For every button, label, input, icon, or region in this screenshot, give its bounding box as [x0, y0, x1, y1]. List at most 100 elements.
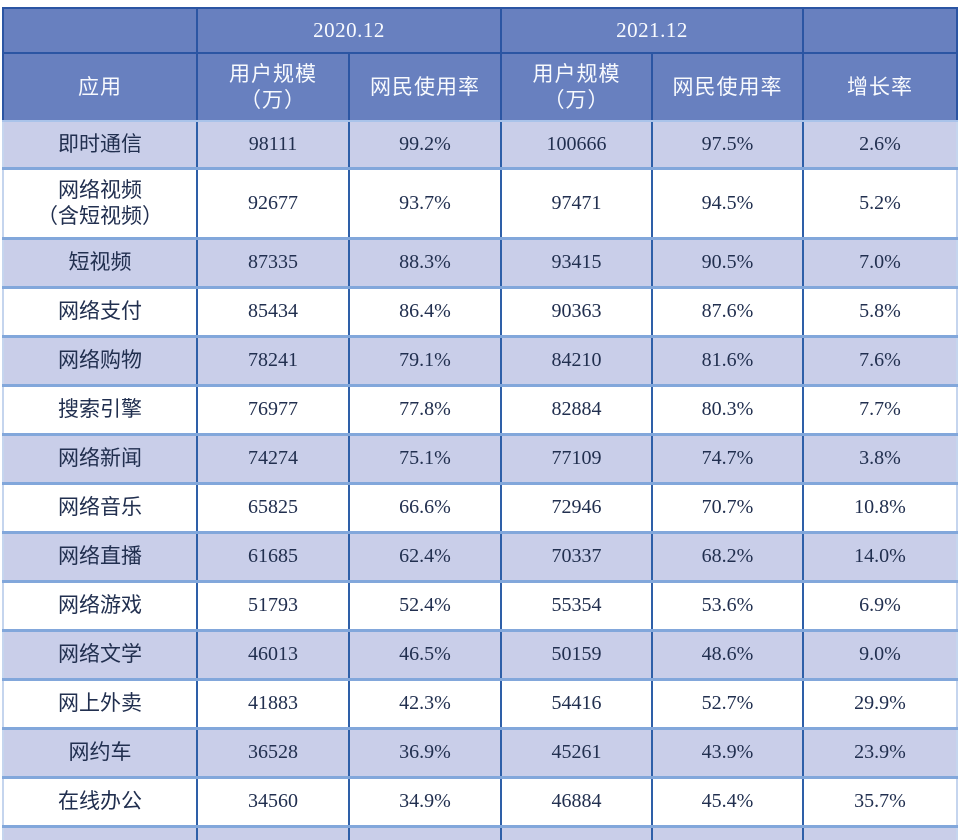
- app-name-cell: 网络购物: [2, 334, 198, 385]
- table-row: 网络文学 46013 46.5% 50159 48.6% 9.0%: [2, 628, 958, 679]
- growth-rate-cell: 7.0%: [802, 236, 958, 287]
- users-2020-cell: 76977: [196, 383, 350, 434]
- app-name-cell: 网上外卖: [2, 677, 198, 728]
- growth-rate-cell: 7.7%: [802, 383, 958, 434]
- table-row: 网络视频 （含短视频） 92677 93.7% 97471 94.5% 5.2%: [2, 166, 958, 238]
- table-row: 网上外卖 41883 42.3% 54416 52.7% 29.9%: [2, 677, 958, 728]
- rate-2020-cell: 46.5%: [348, 628, 502, 679]
- rate-2020-cell: 36.9%: [348, 726, 502, 777]
- app-name-cell: 网约车: [2, 726, 198, 777]
- corner-cell-right: [802, 7, 958, 54]
- users-2021-cell: 55354: [500, 579, 653, 630]
- users-2021-cell: 50159: [500, 628, 653, 679]
- growth-rate-cell: 35.7%: [802, 775, 958, 826]
- table-body: 即时通信 98111 99.2% 100666 97.5% 2.6% 网络视频 …: [2, 120, 958, 840]
- users-2021-cell: 45261: [500, 726, 653, 777]
- growth-rate-cell: 9.0%: [802, 628, 958, 679]
- growth-rate-cell: 5.2%: [802, 166, 958, 238]
- column-header-row: 应用 用户规模 （万） 网民使用率 用户规模 （万） 网民使用率 增长率: [2, 53, 958, 122]
- app-name-cell: 即时通信: [2, 120, 198, 168]
- growth-rate-cell: 3.8%: [802, 432, 958, 483]
- growth-rate-cell: [802, 824, 958, 840]
- app-name-cell: 网络游戏: [2, 579, 198, 630]
- users-2020-cell: 51793: [196, 579, 350, 630]
- rate-2020-cell: 66.6%: [348, 481, 502, 532]
- users-2020-cell: 92677: [196, 166, 350, 238]
- table-row: 短视频 87335 88.3% 93415 90.5% 7.0%: [2, 236, 958, 287]
- users-2020-cell: 34560: [196, 775, 350, 826]
- app-name-cell: 在线办公: [2, 775, 198, 826]
- table-row: 网络新闻 74274 75.1% 77109 74.7% 3.8%: [2, 432, 958, 483]
- users-2021-cell: [500, 824, 653, 840]
- rate-2020-cell: 75.1%: [348, 432, 502, 483]
- rate-2021-cell: 80.3%: [651, 383, 804, 434]
- users-2020-cell: 87335: [196, 236, 350, 287]
- rate-2020-cell: 86.4%: [348, 285, 502, 336]
- table-header: 2020.12 2021.12 应用 用户规模 （万） 网民使用率 用户规模 （…: [2, 7, 958, 122]
- users-2021-cell: 77109: [500, 432, 653, 483]
- table-row: 即时通信 98111 99.2% 100666 97.5% 2.6%: [2, 120, 958, 168]
- rate-2020-cell: 99.2%: [348, 120, 502, 168]
- rate-2020-cell: 52.4%: [348, 579, 502, 630]
- table-row-partial: [2, 824, 958, 840]
- header-user-scale-2020: 用户规模 （万）: [196, 53, 350, 122]
- period-header-row: 2020.12 2021.12: [2, 7, 958, 54]
- rate-2020-cell: 93.7%: [348, 166, 502, 238]
- table-row: 在线办公 34560 34.9% 46884 45.4% 35.7%: [2, 775, 958, 826]
- rate-2020-cell: 42.3%: [348, 677, 502, 728]
- growth-rate-cell: 10.8%: [802, 481, 958, 532]
- app-name-cell: [2, 824, 198, 840]
- users-2020-cell: 46013: [196, 628, 350, 679]
- app-name-cell: 网络新闻: [2, 432, 198, 483]
- growth-rate-cell: 5.8%: [802, 285, 958, 336]
- rate-2021-cell: 52.7%: [651, 677, 804, 728]
- growth-rate-cell: 29.9%: [802, 677, 958, 728]
- users-2021-cell: 90363: [500, 285, 653, 336]
- growth-rate-cell: 6.9%: [802, 579, 958, 630]
- table-row: 网约车 36528 36.9% 45261 43.9% 23.9%: [2, 726, 958, 777]
- header-user-scale-2021: 用户规模 （万）: [500, 53, 653, 122]
- users-2020-cell: 74274: [196, 432, 350, 483]
- rate-2020-cell: 88.3%: [348, 236, 502, 287]
- rate-2021-cell: 70.7%: [651, 481, 804, 532]
- rate-2020-cell: 77.8%: [348, 383, 502, 434]
- users-2021-cell: 72946: [500, 481, 653, 532]
- rate-2021-cell: [651, 824, 804, 840]
- users-2020-cell: [196, 824, 350, 840]
- users-2021-cell: 84210: [500, 334, 653, 385]
- growth-rate-cell: 14.0%: [802, 530, 958, 581]
- rate-2021-cell: 48.6%: [651, 628, 804, 679]
- growth-rate-cell: 23.9%: [802, 726, 958, 777]
- rate-2021-cell: 43.9%: [651, 726, 804, 777]
- users-2021-cell: 100666: [500, 120, 653, 168]
- rate-2021-cell: 45.4%: [651, 775, 804, 826]
- users-2021-cell: 93415: [500, 236, 653, 287]
- rate-2021-cell: 87.6%: [651, 285, 804, 336]
- users-2020-cell: 61685: [196, 530, 350, 581]
- app-name-cell: 网络音乐: [2, 481, 198, 532]
- internet-apps-usage-table: 2020.12 2021.12 应用 用户规模 （万） 网民使用率 用户规模 （…: [2, 7, 958, 840]
- colgroup-2020-label: 2020.12: [196, 7, 502, 54]
- rate-2021-cell: 68.2%: [651, 530, 804, 581]
- users-2020-cell: 78241: [196, 334, 350, 385]
- app-name-cell: 搜索引擎: [2, 383, 198, 434]
- rate-2020-cell: 62.4%: [348, 530, 502, 581]
- rate-2020-cell: 79.1%: [348, 334, 502, 385]
- header-usage-rate-2021: 网民使用率: [651, 53, 804, 122]
- users-2020-cell: 36528: [196, 726, 350, 777]
- rate-2021-cell: 94.5%: [651, 166, 804, 238]
- app-name-cell: 网络支付: [2, 285, 198, 336]
- rate-2021-cell: 97.5%: [651, 120, 804, 168]
- users-2021-cell: 46884: [500, 775, 653, 826]
- users-2021-cell: 54416: [500, 677, 653, 728]
- rate-2021-cell: 74.7%: [651, 432, 804, 483]
- growth-rate-cell: 2.6%: [802, 120, 958, 168]
- corner-cell-left: [2, 7, 198, 54]
- header-app: 应用: [2, 53, 198, 122]
- rate-2021-cell: 81.6%: [651, 334, 804, 385]
- table-row: 搜索引擎 76977 77.8% 82884 80.3% 7.7%: [2, 383, 958, 434]
- users-2021-cell: 70337: [500, 530, 653, 581]
- table-row: 网络支付 85434 86.4% 90363 87.6% 5.8%: [2, 285, 958, 336]
- table-row: 网络音乐 65825 66.6% 72946 70.7% 10.8%: [2, 481, 958, 532]
